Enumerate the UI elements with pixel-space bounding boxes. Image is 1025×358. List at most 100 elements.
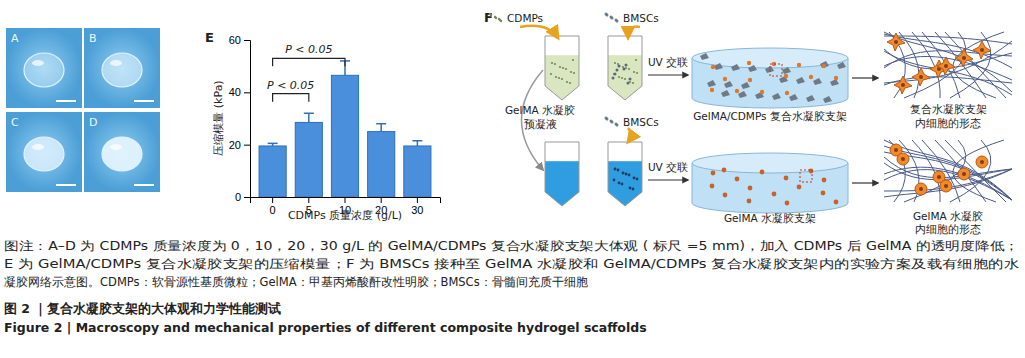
significance-label: P < 0.05: [267, 79, 314, 92]
cell: [834, 200, 839, 205]
cell-dot: [611, 17, 614, 20]
round-cell: [958, 168, 970, 180]
particle: [565, 68, 567, 70]
particle: [494, 16, 496, 18]
particle: [490, 14, 492, 16]
error-cap: [268, 143, 278, 145]
cell-dot: [636, 178, 639, 181]
particle: [806, 95, 815, 102]
particle: [721, 90, 730, 97]
nucleus: [937, 175, 941, 179]
step-label: UV 交联: [648, 161, 688, 173]
particle: [500, 20, 502, 22]
photo-background: [84, 28, 160, 108]
particle: [562, 67, 564, 69]
cell: [735, 177, 740, 182]
highlight: [32, 60, 44, 66]
scaffold-label: GelMA/CDMPs 复合水凝胶支架: [693, 110, 847, 122]
cell: [747, 61, 751, 65]
cell: [822, 178, 827, 183]
tube: [608, 142, 642, 225]
significance-label: P < 0.05: [285, 43, 332, 56]
disc-top: [692, 153, 848, 173]
cell: [834, 76, 838, 80]
x-tick-mark: [308, 197, 309, 203]
cell-dot: [611, 121, 614, 124]
particle: [636, 72, 638, 74]
photo-background: [6, 112, 82, 192]
cell-dot: [605, 13, 608, 16]
precursor-label: GelMA 水凝胶: [505, 104, 575, 116]
y-tick-label: 40: [229, 86, 241, 98]
cell-dot: [615, 19, 618, 22]
cell: [723, 77, 727, 81]
cell: [760, 90, 764, 94]
particle: [731, 64, 740, 71]
particle: [632, 82, 634, 84]
y-axis-title: 压缩模量 (kPa): [212, 80, 225, 155]
fiber: [884, 157, 1012, 178]
nucleus: [980, 160, 984, 164]
cell-dot: [605, 117, 608, 120]
spread-cell: [887, 33, 905, 51]
particle: [489, 13, 491, 15]
x-tick-mark: [417, 197, 418, 203]
bar: [331, 75, 358, 197]
error-line: [308, 113, 310, 122]
particle: [789, 94, 798, 101]
particle: [572, 59, 574, 61]
nucleus: [944, 184, 948, 188]
caption: 图注：A–D 为 CDMPs 质量浓度为 0，10，20，30 g/L 的 Ge…: [4, 239, 1019, 335]
x-tick-mark: [381, 197, 382, 203]
figure: ABCDE020406005102030P < 0.05P < 0.05压缩模量…: [0, 0, 1025, 358]
cell: [772, 192, 777, 197]
particle: [738, 91, 747, 98]
spread-cell: [912, 68, 930, 86]
bar: [259, 146, 286, 197]
particle: [628, 68, 630, 70]
error-bar: [412, 141, 422, 146]
error-bar: [268, 143, 278, 146]
particle: [748, 65, 757, 72]
photo-background: [6, 28, 82, 108]
nucleus: [901, 157, 905, 161]
y-tick-mark: [244, 92, 250, 93]
nucleus: [894, 148, 898, 152]
zoom-box: [770, 64, 782, 76]
cell: [723, 193, 728, 198]
round-cell: [897, 153, 909, 165]
particle: [823, 96, 832, 103]
caption-line: 凝胶网络示意图。CDMPs：软骨源性基质微粒；GelMA：甲基丙烯酸酐改性明胶；…: [4, 275, 588, 289]
photo-background: [84, 112, 160, 192]
particle: [555, 76, 557, 78]
x-axis-line: [251, 198, 441, 204]
tube-outline: [545, 36, 579, 100]
photo: A: [6, 28, 82, 108]
morphology-label: 内细胞的形态: [915, 223, 981, 235]
error-cap: [376, 123, 386, 125]
cell: [822, 64, 826, 68]
cell-dot: [629, 187, 632, 190]
bars: [259, 61, 431, 197]
cell: [797, 63, 801, 67]
fiber: [884, 140, 1012, 200]
cell-dot: [610, 120, 613, 123]
morphology-label: 复合水凝胶支架: [910, 103, 987, 115]
arrow: [648, 179, 688, 180]
fiber: [884, 152, 1012, 200]
cell: [748, 186, 753, 191]
cell: [785, 91, 789, 95]
cell-dot: [606, 118, 609, 121]
particle: [550, 73, 552, 75]
photo-panel: ABCD: [6, 28, 160, 192]
figure-title: 图 2 ｜复合水凝胶支架的大体观和力学性能测试: [4, 301, 281, 317]
x-tick-mark: [272, 197, 273, 203]
cell-dot: [614, 73, 617, 76]
particle: [837, 62, 846, 69]
hydrogel-drop: [102, 53, 142, 87]
bar: [404, 146, 431, 197]
nucleus: [901, 83, 905, 87]
fiber: [945, 140, 1006, 202]
nucleus: [919, 187, 923, 191]
particle: [558, 77, 560, 79]
